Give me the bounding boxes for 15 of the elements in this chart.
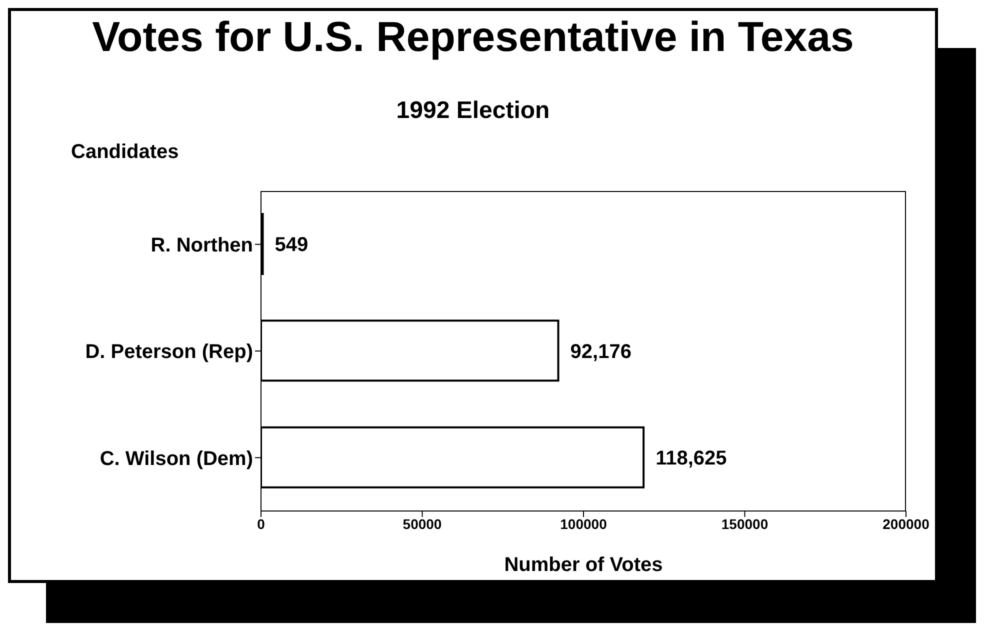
data-label: 118,625: [656, 447, 727, 470]
x-tick-label: 50000: [402, 516, 442, 532]
y-axis-title: Candidates: [71, 141, 179, 164]
data-label: 92,176: [570, 340, 632, 363]
chart-title: Votes for U.S. Representative in Texas: [91, 13, 855, 61]
x-tick-label: 200000: [882, 516, 930, 532]
data-label: 549: [274, 234, 308, 256]
chart-subtitle: 1992 Election: [395, 97, 551, 125]
x-axis-title: Number of Votes: [504, 554, 663, 576]
y-tick-label: R. Northen: [150, 234, 253, 256]
x-tick-label: 0: [257, 516, 266, 532]
y-tick-label: D. Peterson (Rep): [85, 341, 253, 364]
x-tick-label: 100000: [560, 516, 608, 532]
y-tick-label: C. Wilson (Dem): [100, 448, 253, 470]
x-tick-label: 150000: [721, 516, 768, 532]
